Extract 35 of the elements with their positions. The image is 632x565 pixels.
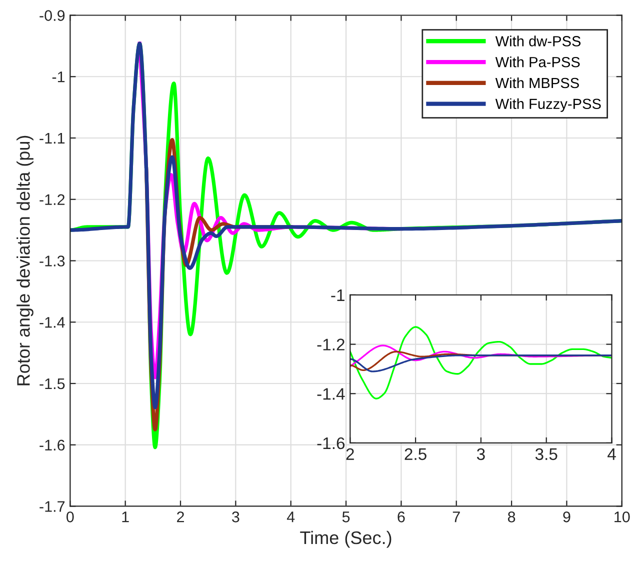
y-tick-label: -1 xyxy=(52,72,65,82)
y-tick-label: -1.5 xyxy=(40,378,65,390)
x-tick-label: 2 xyxy=(177,512,184,522)
y-tick-label: -1.4 xyxy=(40,317,65,328)
x-tick-label: 8 xyxy=(508,512,516,522)
y-tick-label: -1 xyxy=(331,290,344,301)
y-tick-label: -1.6 xyxy=(317,437,345,450)
x-tick-label: 0 xyxy=(66,512,74,522)
x-tick-label: 3.5 xyxy=(535,448,558,460)
x-tick-label: 5 xyxy=(342,512,350,522)
x-tick-label: 2.5 xyxy=(404,448,426,460)
x-tick-label: 3 xyxy=(232,512,240,522)
x-tick-label: 7 xyxy=(452,512,460,522)
x-tick-label: 2 xyxy=(346,448,354,460)
legend-label: With MBPSS xyxy=(495,77,579,88)
x-axis-title: Time (Sec.) xyxy=(300,530,392,548)
y-tick-label: -0.9 xyxy=(40,10,65,21)
y-tick-label: -1.7 xyxy=(40,501,65,512)
x-tick-label: 6 xyxy=(398,512,405,522)
legend-label: With dw-PSS xyxy=(495,36,581,46)
legend-label: With Pa-PSS xyxy=(495,56,580,68)
y-tick-label: -1.6 xyxy=(40,440,65,451)
y-tick-label: -1.2 xyxy=(317,338,344,350)
x-tick-label: 4 xyxy=(608,448,616,460)
x-tick-label: 1 xyxy=(122,512,129,522)
x-tick-label: 3 xyxy=(476,448,485,460)
y-tick-label: -1.2 xyxy=(40,194,65,205)
x-tick-label: 9 xyxy=(563,512,570,522)
y-tick-label: -1.4 xyxy=(317,388,345,400)
y-tick-label: -1.3 xyxy=(40,256,65,266)
y-axis-title: Rotor angle deviation delta (pu) xyxy=(16,136,34,386)
legend-label: With Fuzzy-PSS xyxy=(495,98,601,112)
x-tick-label: 4 xyxy=(286,512,295,522)
y-tick-label: -1.1 xyxy=(40,133,65,144)
x-tick-label: 10 xyxy=(614,512,630,522)
